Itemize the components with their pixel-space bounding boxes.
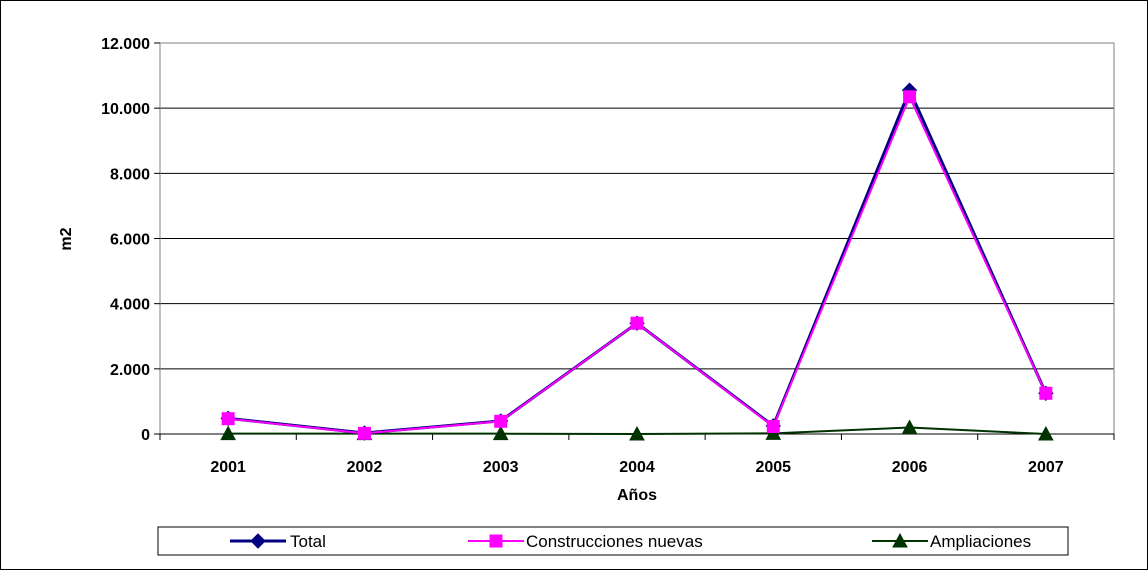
legend-marker	[489, 534, 503, 548]
x-tick-label: 2004	[619, 459, 655, 476]
data-point	[357, 426, 371, 440]
data-point	[766, 420, 780, 434]
x-tick-label: 2002	[347, 459, 383, 476]
data-point	[629, 425, 645, 441]
y-axis-ticks: 0 2.000 4.000 6.000 8.000 10.000 12.000	[101, 36, 160, 444]
x-tick-label: 2005	[755, 459, 791, 476]
y-tick-label: 0	[141, 427, 150, 444]
legend-label: Ampliaciones	[930, 532, 1031, 551]
y-tick-label: 6.000	[110, 232, 150, 249]
series-line	[227, 86, 1048, 435]
x-tick-label: 2001	[210, 459, 246, 476]
x-tick-label: 2007	[1028, 459, 1064, 476]
legend-marker	[250, 533, 266, 549]
y-tick-label: 12.000	[101, 36, 150, 53]
legend-item: Total	[230, 532, 326, 551]
legend-label: Total	[290, 532, 326, 551]
legend-label: Construcciones nuevas	[526, 532, 703, 551]
x-tick-label: 2006	[892, 459, 928, 476]
y-axis-title: m2	[58, 227, 75, 250]
data-point	[492, 425, 509, 441]
data-point	[220, 425, 236, 441]
legend-item: Ampliaciones	[872, 532, 1031, 551]
legend-item: Construcciones nuevas	[468, 532, 703, 551]
gridlines	[160, 107, 1114, 370]
data-point	[903, 90, 917, 104]
legend: Total Construcciones nuevas Ampliaciones	[157, 526, 1069, 556]
series-1	[221, 90, 1053, 440]
y-tick-label: 10.000	[101, 101, 150, 118]
data-point	[1039, 386, 1053, 400]
data-point	[494, 414, 508, 428]
y-tick-label: 2.000	[110, 362, 150, 379]
x-tick-label: 2003	[483, 459, 519, 476]
series-layer	[220, 82, 1054, 441]
x-axis-title: Años	[617, 487, 657, 504]
data-point	[1038, 425, 1054, 441]
data-point	[221, 412, 235, 426]
legend-marker	[892, 532, 908, 548]
data-point	[630, 316, 644, 330]
series-line	[228, 94, 1047, 435]
data-point	[901, 419, 918, 434]
y-tick-label: 4.000	[110, 297, 150, 314]
y-tick-label: 8.000	[110, 166, 150, 183]
